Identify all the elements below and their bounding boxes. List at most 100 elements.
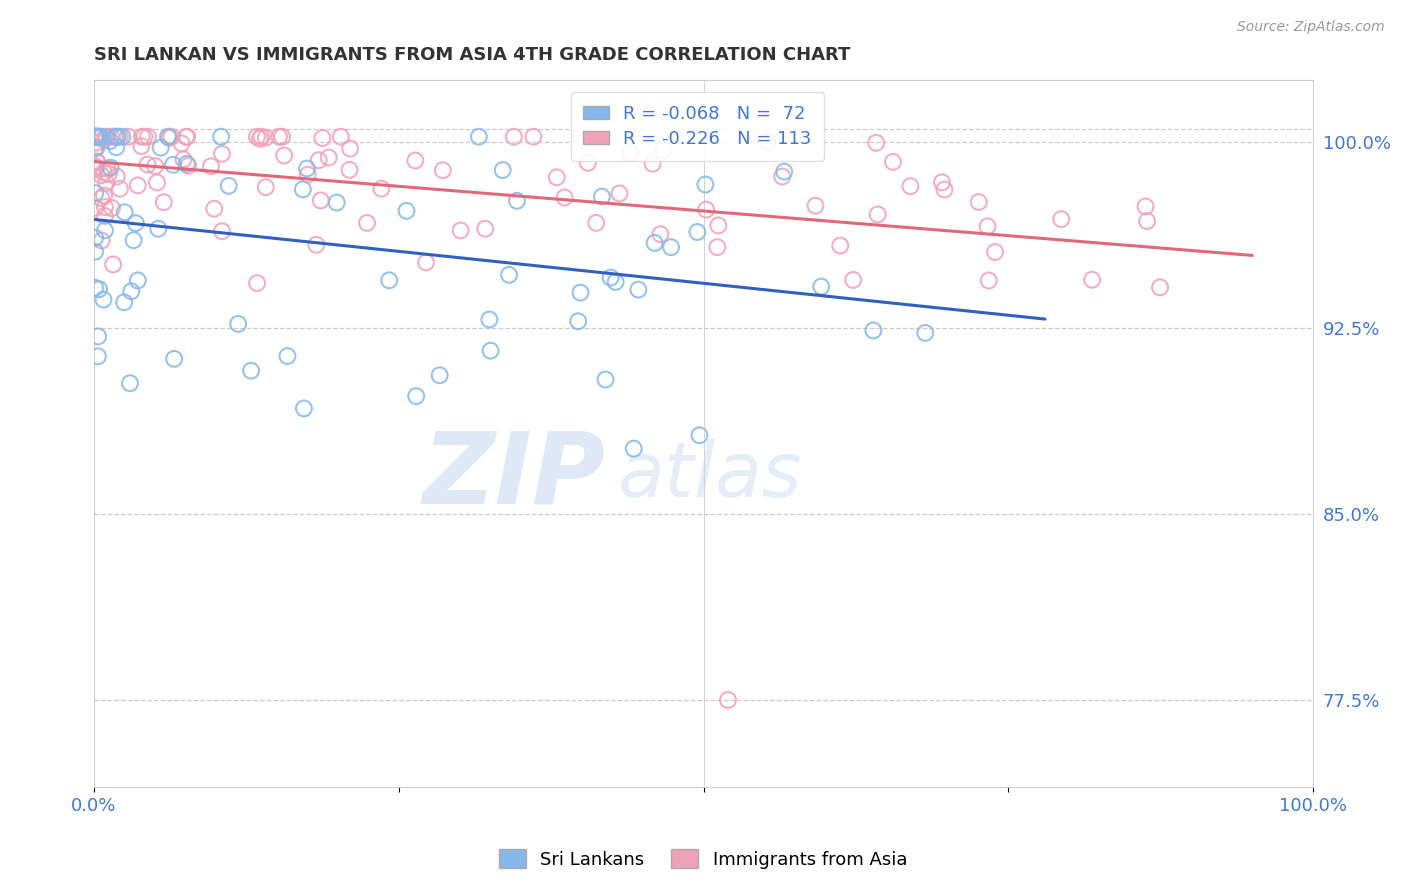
Point — [503, 129, 526, 144]
Point — [271, 129, 294, 144]
Point — [967, 194, 990, 209]
Point — [295, 161, 318, 176]
Point — [404, 153, 426, 168]
Point — [89, 129, 111, 144]
Point — [900, 179, 922, 194]
Point — [479, 343, 502, 358]
Point — [297, 168, 319, 182]
Point — [689, 428, 711, 442]
Point — [1149, 280, 1171, 294]
Point — [405, 389, 427, 403]
Point — [209, 129, 232, 144]
Point — [84, 186, 107, 201]
Point — [395, 203, 418, 218]
Point — [176, 129, 198, 144]
Point — [100, 134, 122, 148]
Point — [87, 282, 110, 296]
Text: Source: ZipAtlas.com: Source: ZipAtlas.com — [1237, 20, 1385, 34]
Point — [90, 129, 112, 144]
Point — [94, 200, 117, 214]
Point — [90, 234, 112, 248]
Point — [105, 140, 128, 154]
Point — [415, 255, 437, 269]
Point — [641, 157, 664, 171]
Point — [96, 129, 118, 144]
Point — [172, 153, 194, 167]
Point — [914, 326, 936, 340]
Point — [157, 130, 180, 145]
Point — [96, 129, 118, 144]
Point — [773, 164, 796, 178]
Point — [976, 219, 998, 234]
Point — [84, 129, 107, 144]
Point — [84, 281, 107, 295]
Point — [246, 276, 269, 290]
Point — [770, 169, 793, 184]
Point — [756, 136, 779, 150]
Point — [93, 293, 115, 307]
Point — [117, 129, 139, 144]
Point — [308, 153, 330, 168]
Point — [339, 142, 361, 156]
Point — [174, 129, 197, 144]
Point — [134, 129, 156, 144]
Point — [84, 129, 107, 144]
Point — [114, 205, 136, 219]
Point — [86, 154, 108, 169]
Point — [86, 129, 108, 144]
Point — [1135, 199, 1157, 213]
Point — [90, 168, 112, 182]
Point — [931, 175, 953, 189]
Point — [254, 130, 277, 145]
Point — [100, 161, 122, 175]
Point — [1136, 214, 1159, 228]
Point — [309, 194, 332, 208]
Point — [546, 170, 568, 185]
Point — [468, 129, 491, 144]
Point — [318, 151, 340, 165]
Point — [627, 283, 650, 297]
Point — [127, 178, 149, 193]
Point — [93, 188, 115, 202]
Point — [162, 158, 184, 172]
Point — [108, 129, 131, 144]
Point — [522, 129, 544, 144]
Point — [478, 312, 501, 326]
Point — [86, 140, 108, 154]
Point — [576, 156, 599, 170]
Point — [86, 136, 108, 150]
Point — [84, 129, 107, 144]
Point — [934, 182, 956, 196]
Point — [104, 129, 127, 144]
Point — [567, 314, 589, 328]
Point — [87, 349, 110, 363]
Point — [143, 159, 166, 173]
Point — [96, 161, 118, 176]
Point — [112, 295, 135, 310]
Point — [591, 189, 613, 203]
Point — [717, 693, 740, 707]
Point — [1081, 273, 1104, 287]
Point — [370, 182, 392, 196]
Point — [585, 216, 607, 230]
Point — [84, 162, 107, 177]
Point — [105, 129, 128, 144]
Point — [492, 163, 515, 178]
Point — [276, 349, 298, 363]
Point — [211, 224, 233, 238]
Point — [866, 207, 889, 221]
Point — [254, 180, 277, 194]
Point — [84, 160, 107, 174]
Point — [240, 364, 263, 378]
Point — [474, 221, 496, 235]
Point — [325, 195, 347, 210]
Point — [211, 146, 233, 161]
Point — [127, 273, 149, 287]
Point — [152, 195, 174, 210]
Point — [554, 190, 576, 204]
Point — [96, 176, 118, 190]
Point — [170, 136, 193, 151]
Point — [84, 142, 107, 156]
Point — [830, 238, 852, 252]
Point — [177, 159, 200, 173]
